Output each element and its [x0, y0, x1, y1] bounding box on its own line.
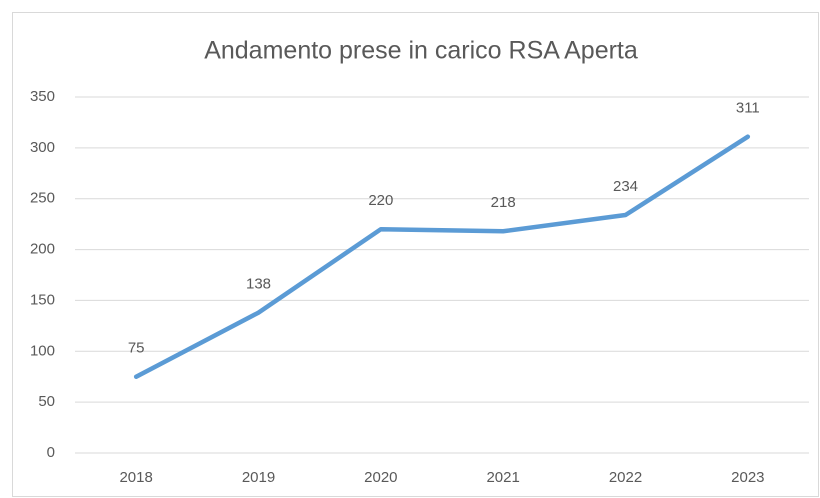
x-tick-label: 2021: [486, 469, 519, 486]
y-tick-label: 150: [30, 291, 55, 308]
x-tick-label: 2019: [242, 469, 275, 486]
y-tick-label: 300: [30, 139, 55, 156]
x-tick-label: 2022: [609, 469, 642, 486]
data-label: 218: [491, 194, 516, 211]
x-tick-label: 2018: [119, 469, 152, 486]
data-label: 234: [613, 178, 638, 195]
x-tick-label: 2020: [364, 469, 397, 486]
data-label: 311: [736, 100, 760, 117]
y-tick-label: 250: [30, 190, 55, 207]
data-label: 75: [128, 340, 145, 357]
x-tick-label: 2023: [731, 469, 764, 486]
y-tick-label: 100: [30, 342, 55, 359]
data-label: 220: [368, 192, 393, 209]
data-line: [133, 134, 751, 379]
chart-title: Andamento prese in carico RSA Aperta: [204, 37, 638, 65]
y-tick-label: 50: [38, 393, 55, 410]
data-label: 138: [246, 276, 271, 293]
y-tick-label: 0: [47, 444, 55, 461]
y-tick-label: 350: [30, 88, 55, 105]
y-tick-label: 200: [30, 241, 55, 258]
chart-border: [12, 12, 819, 497]
